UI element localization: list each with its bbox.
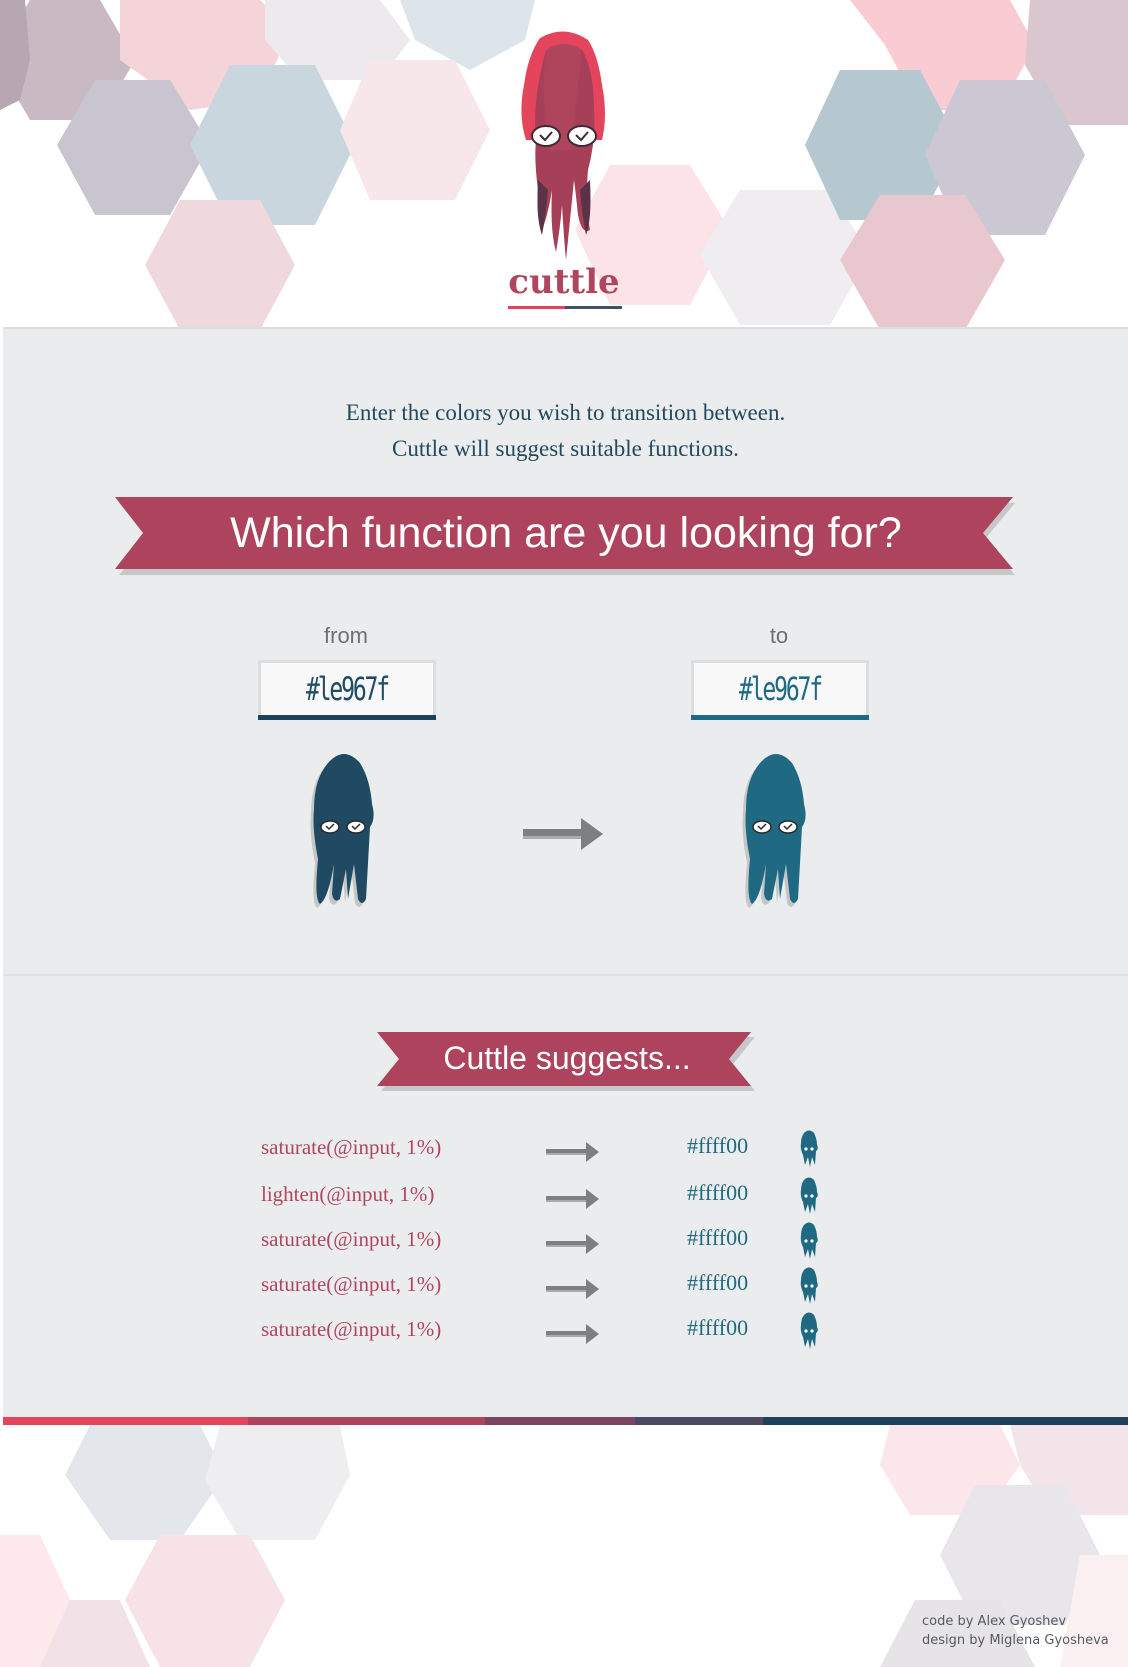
credits: code by Alex Gyoshev design by Miglena G… <box>922 1612 1109 1650</box>
suggestion-function: lighten(@input, 1%) <box>261 1182 435 1206</box>
cuttle-logo[interactable]: cuttle <box>490 30 638 312</box>
suggestion-function: saturate(@input, 1%) <box>261 1227 442 1251</box>
logo-wordmark: cuttle <box>508 262 620 302</box>
suggestion-result: #ffff00 <box>687 1133 749 1158</box>
arrow-right-icon <box>546 1234 599 1254</box>
credit-code: code by Alex Gyoshev <box>922 1614 1067 1629</box>
to-input-underline <box>691 715 869 720</box>
mini-squid-icon <box>800 1222 818 1259</box>
heading-ribbon: Which function are you looking for? <box>115 497 1017 577</box>
suggestion-row[interactable]: saturate(@input, 1%) #ffff00 <box>3 1129 1128 1169</box>
mini-squid-icon <box>800 1177 818 1214</box>
squid-logo-icon <box>521 31 605 260</box>
mini-squid-icon <box>800 1130 818 1167</box>
arrow-right-icon <box>523 818 603 850</box>
logo-underline <box>508 306 622 309</box>
to-label: to <box>769 623 789 648</box>
page-heading: Which function are you looking for? <box>230 509 902 557</box>
from-input-underline <box>258 715 436 720</box>
suggestion-result: #ffff00 <box>687 1315 749 1340</box>
suggestion-row[interactable]: saturate(@input, 1%) #ffff00 <box>3 1221 1128 1261</box>
to-squid-preview-icon <box>742 754 806 908</box>
color-stripe <box>3 1417 1128 1425</box>
suggestion-result: #ffff00 <box>687 1180 749 1205</box>
intro-line-2: Cuttle will suggest suitable functions. <box>392 436 739 461</box>
credit-design: design by Miglena Gyosheva <box>922 1633 1109 1648</box>
from-color-group: from <box>258 622 436 720</box>
intro-text: Enter the colors you wish to transition … <box>3 395 1128 467</box>
to-color-input[interactable] <box>718 663 842 715</box>
arrow-right-icon <box>546 1142 599 1162</box>
suggestion-row[interactable]: saturate(@input, 1%) #ffff00 <box>3 1311 1128 1351</box>
arrow-right-icon <box>546 1279 599 1299</box>
intro-line-1: Enter the colors you wish to transition … <box>345 400 786 425</box>
mini-squid-icon <box>800 1267 818 1304</box>
from-squid-preview-icon <box>310 754 374 908</box>
suggestion-row[interactable]: saturate(@input, 1%) #ffff00 <box>3 1266 1128 1306</box>
from-label: from <box>324 623 368 648</box>
suggestion-function: saturate(@input, 1%) <box>261 1317 442 1341</box>
arrow-right-icon <box>546 1324 599 1344</box>
suggestion-function: saturate(@input, 1%) <box>261 1135 442 1159</box>
suggestions-ribbon: Cuttle suggests... <box>377 1032 757 1092</box>
suggestion-row[interactable]: lighten(@input, 1%) #ffff00 <box>3 1176 1128 1216</box>
suggestion-result: #ffff00 <box>687 1225 749 1250</box>
hexagon-pattern-top <box>0 0 1128 330</box>
from-color-input[interactable] <box>285 663 409 715</box>
suggestion-result: #ffff00 <box>687 1270 749 1295</box>
main-panel: Enter the colors you wish to transition … <box>3 327 1128 1419</box>
to-color-group: to <box>691 622 869 720</box>
hexagon-pattern-bottom <box>0 1425 1128 1667</box>
section-divider <box>3 974 1128 976</box>
mini-squid-icon <box>800 1312 818 1349</box>
suggestion-function: saturate(@input, 1%) <box>261 1272 442 1296</box>
suggestions-heading: Cuttle suggests... <box>443 1040 691 1076</box>
arrow-right-icon <box>546 1189 599 1209</box>
